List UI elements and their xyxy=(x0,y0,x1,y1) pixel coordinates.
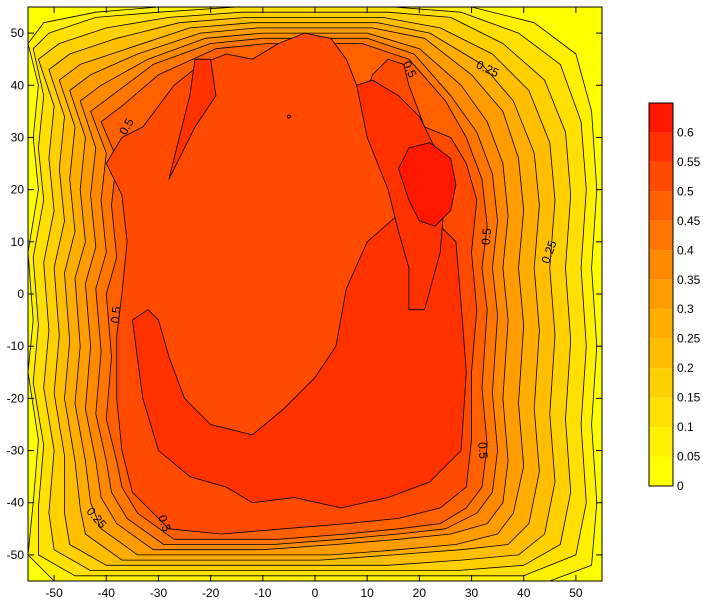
contour-label-6: 0.5 xyxy=(475,442,490,460)
x-tick-label-8: 30 xyxy=(465,586,479,600)
colorbar-label-11: 0.55 xyxy=(677,155,701,169)
contour-label-8: 0.5 xyxy=(155,513,174,534)
y-tick-label-10: 50 xyxy=(11,26,25,40)
x-tick-label-9: 40 xyxy=(517,586,531,600)
x-tick-label-5: 0 xyxy=(312,586,319,600)
colorbar-swatch-8 xyxy=(649,220,673,251)
contour-band-11 xyxy=(132,204,467,509)
colorbar: 0 0.05 0.1 0.15 0.2 0.25 0.3 0.35 0.4 0.45 0.5 0.55… xyxy=(648,102,701,493)
y-axis: -50 -40 -30 -20 -10 0 10 20 30 40 50 xyxy=(7,26,602,562)
y-tick-label-1: -40 xyxy=(7,496,25,510)
contour-band-12 xyxy=(356,79,446,311)
x-tick-label-7: 20 xyxy=(413,586,427,600)
colorbar-swatch-7 xyxy=(649,250,673,280)
colorbar-swatch-1 xyxy=(649,427,673,457)
y-tick-label-3: -20 xyxy=(7,391,25,405)
x-tick-label-4: -10 xyxy=(254,586,272,600)
colorbar-label-1: 0.05 xyxy=(677,450,701,464)
y-tick-label-9: 40 xyxy=(11,78,25,92)
colorbar-swatch-5 xyxy=(649,309,673,339)
y-tick-label-0: -50 xyxy=(7,548,25,562)
x-tick-label-10: 50 xyxy=(569,586,583,600)
y-tick-label-2: -30 xyxy=(7,444,25,458)
contour-band-13 xyxy=(398,142,457,227)
colorbar-swatch-6 xyxy=(649,279,673,310)
colorbar-swatch-11 xyxy=(649,132,673,162)
colorbar-swatch-10 xyxy=(649,161,673,192)
x-tick-label-1: -40 xyxy=(98,586,116,600)
colorbar-label-0: 0 xyxy=(677,479,684,493)
contour-band-10 xyxy=(168,58,217,180)
colorbar-label-8: 0.4 xyxy=(677,243,694,257)
colorbar-label-6: 0.3 xyxy=(677,302,694,316)
colorbar-label-4: 0.2 xyxy=(677,361,694,375)
colorbar-swatch-0 xyxy=(649,456,673,486)
colorbar-swatch-2 xyxy=(649,397,673,428)
y-tick-label-7: 20 xyxy=(11,183,25,197)
colorbar-swatch-3 xyxy=(649,368,673,398)
y-tick-label-4: -10 xyxy=(7,339,25,353)
x-tick-label-2: -30 xyxy=(150,586,168,600)
contour-label-3: 0.5 xyxy=(479,227,494,245)
colorbar-label-10: 0.5 xyxy=(677,184,694,198)
y-tick-label-8: 30 xyxy=(11,130,25,144)
colorbar-label-3: 0.15 xyxy=(677,391,701,405)
colorbar-label-7: 0.35 xyxy=(677,273,701,287)
colorbar-label-12: 0.6 xyxy=(677,125,694,139)
colorbar-label-5: 0.25 xyxy=(677,332,701,346)
contour-bands xyxy=(27,6,598,582)
colorbar-frame xyxy=(648,102,674,487)
y-tick-label-6: 10 xyxy=(11,235,25,249)
colorbar-swatch-9 xyxy=(649,191,673,221)
contour-label-1: 0.5 xyxy=(400,59,420,80)
colorbar-label-2: 0.1 xyxy=(677,420,694,434)
colorbar-label-9: 0.45 xyxy=(677,214,701,228)
point-marker xyxy=(287,114,291,119)
colorbar-swatch-4 xyxy=(649,338,673,369)
x-axis: -50 -40 -30 -20 -10 0 10 20 30 40 50 xyxy=(45,7,583,600)
x-tick-label-6: 10 xyxy=(361,586,375,600)
contour-label-5: 0.5 xyxy=(108,306,123,324)
x-tick-label-0: -50 xyxy=(45,586,63,600)
colorbar-swatch-12 xyxy=(649,103,673,133)
y-tick-label-5: 0 xyxy=(17,287,24,301)
x-tick-label-3: -20 xyxy=(202,586,220,600)
